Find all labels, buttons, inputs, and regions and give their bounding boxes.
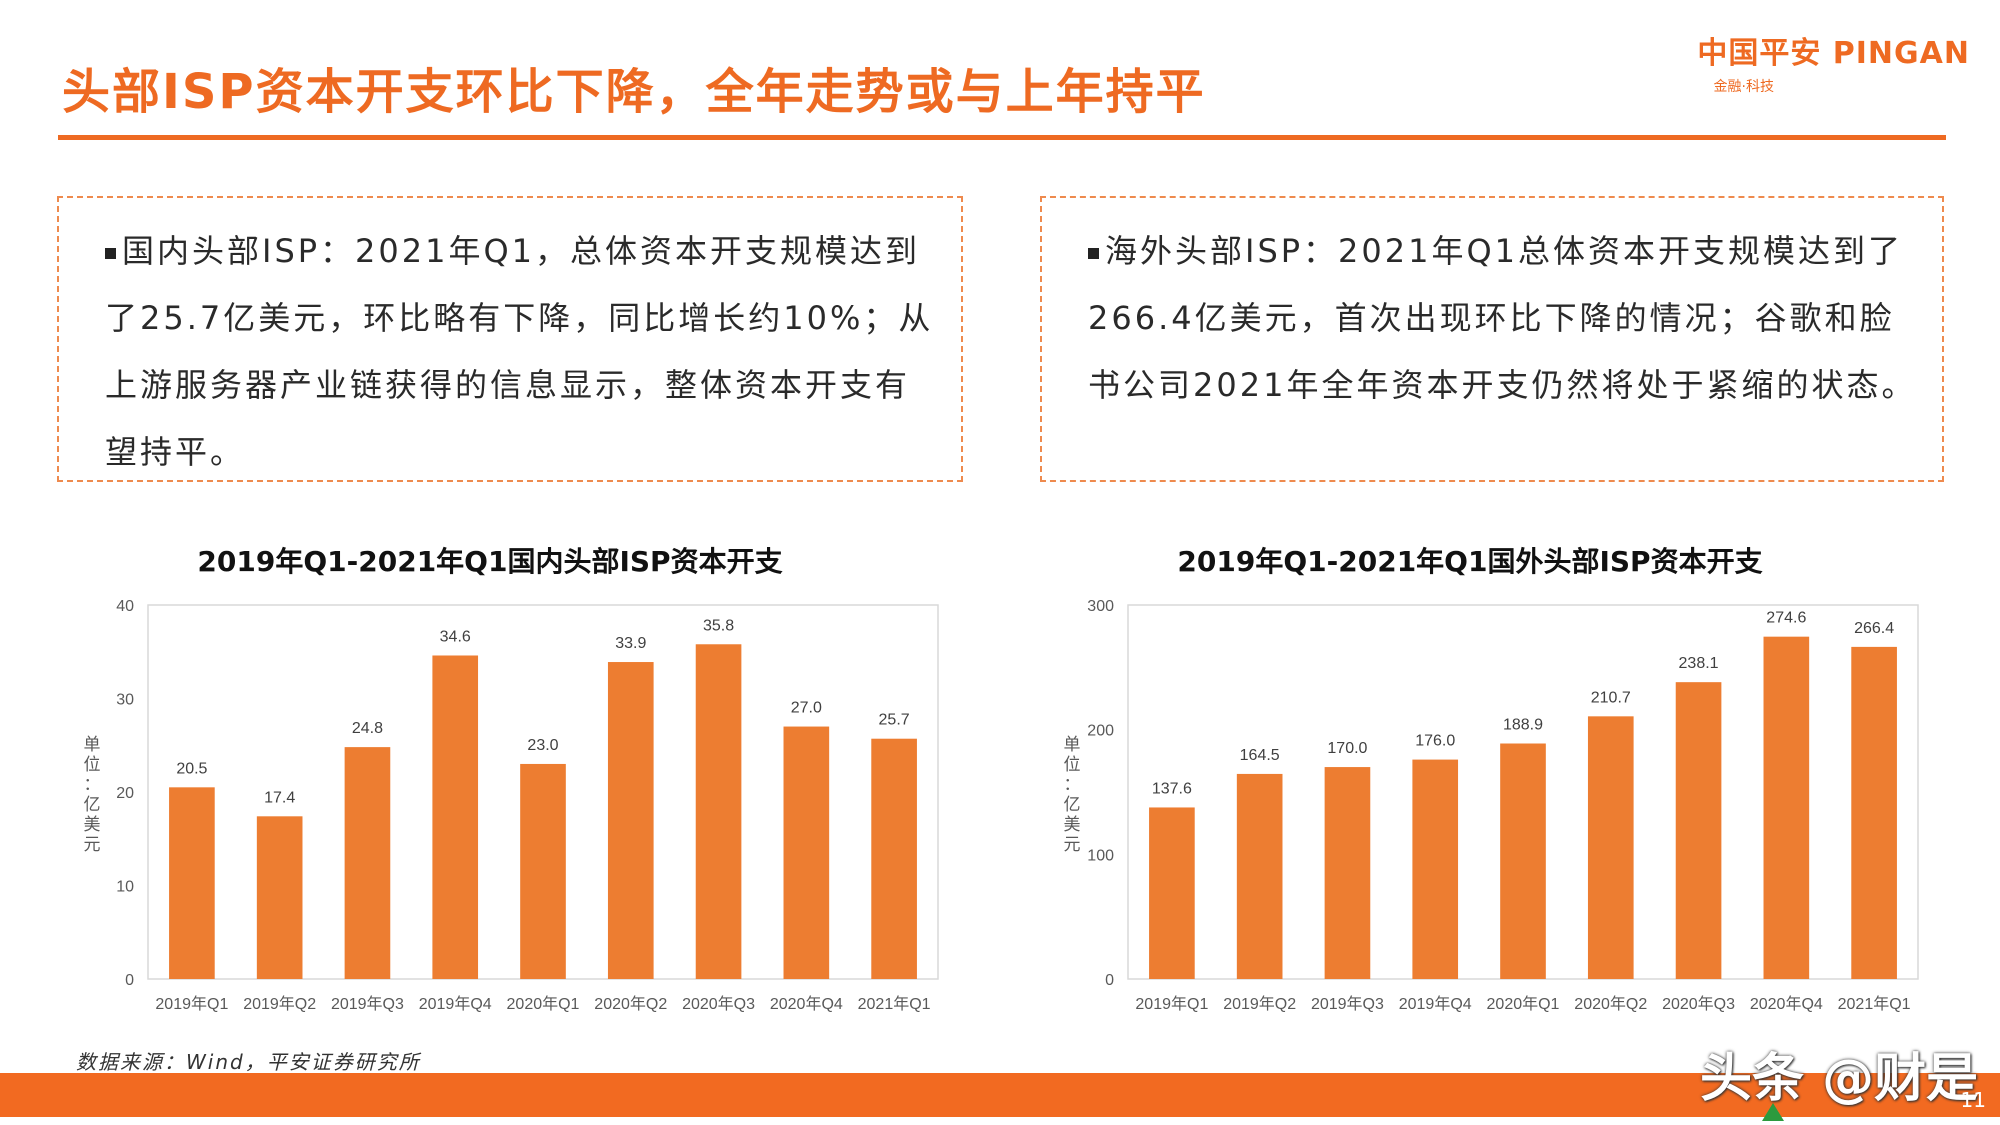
overseas-chart-title: 2019年Q1-2021年Q1国外头部ISP资本开支 — [1177, 545, 1763, 578]
y-tick-label: 200 — [1087, 723, 1114, 740]
footer-triangle-icon — [1762, 1103, 1784, 1121]
y-tick-label: 30 — [116, 692, 134, 709]
overseas-isp-summary-box: 海外头部ISP：2021年Q1总体资本开支规模达到了266.4亿美元，首次出现环… — [1040, 196, 1944, 482]
overseas-isp-summary-text: 海外头部ISP：2021年Q1总体资本开支规模达到了266.4亿美元，首次出现环… — [1088, 232, 1917, 404]
y-axis-label-char: 元 — [1064, 835, 1081, 854]
x-tick-label: 2019年Q4 — [1399, 995, 1472, 1013]
y-tick-label: 20 — [116, 785, 134, 802]
y-tick-label: 10 — [116, 879, 134, 896]
bar — [1236, 773, 1283, 979]
x-tick-label: 2019年Q3 — [331, 995, 404, 1013]
logo-tagline: 金融·科技 — [1713, 79, 1774, 95]
bar — [783, 726, 830, 979]
bar-data-label: 33.9 — [615, 635, 646, 652]
y-axis-label-char: 美 — [1064, 815, 1081, 834]
overseas-capex-chart-svg: 0 100 200 300 单位：亿美元 137.6 2019年Q1 164.5 2019年Q2… — [1064, 598, 1919, 1013]
bar — [1500, 743, 1546, 979]
x-tick-label: 2020年Q2 — [1574, 995, 1647, 1013]
bar — [344, 747, 391, 979]
y-axis-label: 单位：亿美元 — [1064, 735, 1081, 854]
y-axis-label-char: ： — [84, 775, 101, 794]
x-tick-label: 2019年Q1 — [155, 995, 228, 1013]
title-underline — [58, 135, 1946, 140]
bar-data-label: 23.0 — [527, 737, 558, 754]
y-axis-label-char: 位 — [1064, 755, 1081, 774]
logo-main-text: 中国平安 PINGAN — [1697, 36, 1970, 71]
y-tick-label: 0 — [125, 972, 134, 989]
y-axis-label-char: 美 — [84, 815, 101, 834]
x-tick-label: 2021年Q1 — [1838, 995, 1911, 1013]
bar-data-label: 266.4 — [1854, 620, 1894, 637]
y-axis-label-char: 单 — [1064, 735, 1081, 754]
bar-data-label: 27.0 — [791, 700, 822, 717]
bar — [1587, 716, 1634, 979]
y-tick-label: 300 — [1087, 598, 1114, 615]
bar-data-label: 274.6 — [1766, 610, 1806, 627]
bar-data-label: 35.8 — [703, 617, 734, 634]
footer-bar — [0, 1073, 2000, 1117]
domestic-chart-title: 2019年Q1-2021年Q1国内头部ISP资本开支 — [197, 545, 783, 578]
pingan-logo: 中国平安 PINGAN 金融·科技 — [1650, 28, 1970, 96]
bar — [607, 662, 654, 979]
y-axis-label-char: ： — [1064, 775, 1081, 794]
y-axis-label-char: 单 — [84, 735, 101, 754]
bar-data-label: 17.4 — [264, 789, 295, 806]
y-axis-label-char: 亿 — [84, 795, 101, 814]
x-tick-label: 2019年Q4 — [419, 995, 492, 1013]
y-axis-label-char: 元 — [84, 835, 101, 854]
bar — [256, 816, 303, 979]
x-tick-label: 2020年Q4 — [770, 995, 843, 1013]
x-tick-label: 2019年Q3 — [1311, 995, 1384, 1013]
bar — [695, 644, 742, 979]
bar — [169, 787, 215, 979]
domestic-isp-summary-box: 国内头部ISP：2021年Q1，总体资本开支规模达到了25.7亿美元，环比略有下… — [57, 196, 963, 482]
bar — [1763, 636, 1810, 979]
x-tick-label: 2019年Q1 — [1135, 995, 1208, 1013]
domestic-capex-chart-svg: 0 10 20 30 40 单位：亿美元 20.5 2019年Q1 17.4 2019年Q2 24.… — [84, 598, 939, 1013]
x-tick-label: 2020年Q1 — [1487, 995, 1560, 1013]
bar — [1324, 767, 1371, 979]
bar — [1851, 646, 1897, 979]
bar-data-label: 210.7 — [1591, 689, 1631, 706]
y-axis-label-char: 亿 — [1064, 795, 1081, 814]
bullet-icon — [105, 247, 116, 259]
bar — [1149, 807, 1195, 979]
bar-data-label: 25.7 — [879, 712, 910, 729]
bar-data-label: 20.5 — [176, 760, 207, 777]
x-tick-label: 2019年Q2 — [243, 995, 316, 1013]
bar-data-label: 176.0 — [1415, 733, 1455, 750]
bar — [1412, 759, 1459, 979]
bar — [432, 655, 479, 979]
y-axis-label: 单位：亿美元 — [84, 735, 101, 854]
x-tick-label: 2020年Q4 — [1750, 995, 1823, 1013]
page-number: 11 — [1960, 1088, 1986, 1112]
bar-data-label: 24.8 — [352, 720, 383, 737]
bar — [1675, 682, 1722, 979]
domestic-isp-summary-text: 国内头部ISP：2021年Q1，总体资本开支规模达到了25.7亿美元，环比略有下… — [105, 232, 934, 471]
bar — [871, 738, 917, 979]
x-tick-label: 2020年Q1 — [507, 995, 580, 1013]
y-axis-label-char: 位 — [84, 755, 101, 774]
domestic-capex-chart: 0 10 20 30 40 单位：亿美元 20.5 2019年Q1 17.4 2019年Q2 24.… — [70, 590, 960, 1024]
overseas-capex-chart: 0 100 200 300 单位：亿美元 137.6 2019年Q1 164.5 2019年Q2… — [1050, 590, 1940, 1024]
bar-data-label: 188.9 — [1503, 717, 1543, 734]
x-tick-label: 2020年Q3 — [1662, 995, 1735, 1013]
y-tick-label: 40 — [116, 598, 134, 615]
x-tick-label: 2020年Q2 — [594, 995, 667, 1013]
x-tick-label: 2019年Q2 — [1223, 995, 1296, 1013]
data-source-note: 数据来源：Wind，平安证券研究所 — [76, 1050, 421, 1074]
slide-title: 头部ISP资本开支环比下降，全年走势或与上年持平 — [62, 64, 1206, 120]
x-tick-label: 2020年Q3 — [682, 995, 755, 1013]
bar — [520, 763, 566, 979]
bullet-icon — [1088, 247, 1099, 259]
bar-data-label: 238.1 — [1679, 655, 1719, 672]
y-tick-label: 0 — [1105, 972, 1114, 989]
watermark: 头条 @财是 — [1700, 1049, 1979, 1109]
y-tick-label: 100 — [1087, 847, 1114, 864]
x-tick-label: 2021年Q1 — [858, 995, 931, 1013]
bar-data-label: 170.0 — [1327, 740, 1367, 757]
bar-data-label: 34.6 — [440, 628, 471, 645]
bar-data-label: 137.6 — [1152, 780, 1192, 797]
bar-data-label: 164.5 — [1240, 747, 1280, 764]
